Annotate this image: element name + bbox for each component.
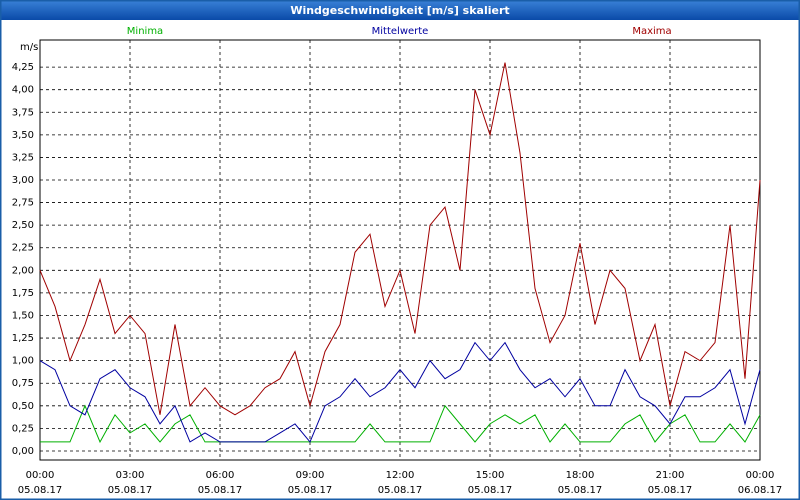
x-tick-date: 05.08.17 <box>288 485 333 496</box>
y-tick-label: 0,75 <box>12 378 34 389</box>
y-axis-label: m/s <box>20 42 38 53</box>
title-bar <box>0 0 800 20</box>
x-tick-label: 09:00 <box>296 470 325 481</box>
y-tick-label: 4,00 <box>12 85 34 96</box>
legend-label: Maxima <box>632 26 671 37</box>
y-tick-label: 4,25 <box>12 62 34 73</box>
x-tick-date: 05.08.17 <box>378 485 423 496</box>
series-line <box>40 404 761 444</box>
x-tick-date: 05.08.17 <box>18 485 63 496</box>
series-line <box>39 341 761 443</box>
y-tick-label: 2,00 <box>12 265 34 276</box>
x-tick-date: 05.08.17 <box>558 485 603 496</box>
y-tick-label: 0,50 <box>12 401 34 412</box>
x-tick-date: 05.08.17 <box>108 485 153 496</box>
x-tick-label: 03:00 <box>116 470 145 481</box>
y-tick-label: 2,75 <box>12 198 34 209</box>
legend-label: Mittelwerte <box>372 26 429 37</box>
x-tick-label: 00:00 <box>26 470 55 481</box>
x-tick-date: 05.08.17 <box>468 485 513 496</box>
y-tick-label: 1,75 <box>12 288 34 299</box>
x-tick-date: 05.08.17 <box>648 485 693 496</box>
chart-title: Windgeschwindigkeit [m/s] skaliert <box>290 4 509 17</box>
y-tick-label: 1,00 <box>12 356 34 367</box>
x-tick-label: 00:00 <box>746 470 775 481</box>
x-tick-date: 05.08.17 <box>198 485 243 496</box>
x-tick-date: 06.08.17 <box>738 485 783 496</box>
y-tick-label: 0,00 <box>12 446 34 457</box>
y-tick-label: 0,25 <box>12 423 34 434</box>
y-tick-label: 1,25 <box>12 333 34 344</box>
y-tick-label: 2,25 <box>12 243 34 254</box>
y-tick-label: 3,25 <box>12 152 34 163</box>
y-tick-label: 3,75 <box>12 107 34 118</box>
y-tick-label: 3,00 <box>12 175 34 186</box>
legend-label: Minima <box>127 26 163 37</box>
x-tick-label: 15:00 <box>476 470 505 481</box>
y-tick-label: 3,50 <box>12 130 34 141</box>
x-tick-label: 21:00 <box>656 470 685 481</box>
x-tick-label: 18:00 <box>566 470 595 481</box>
series-line <box>39 62 761 416</box>
y-tick-label: 1,50 <box>12 310 34 321</box>
x-tick-label: 06:00 <box>206 470 235 481</box>
y-tick-label: 2,50 <box>12 220 34 231</box>
x-tick-label: 12:00 <box>386 470 415 481</box>
